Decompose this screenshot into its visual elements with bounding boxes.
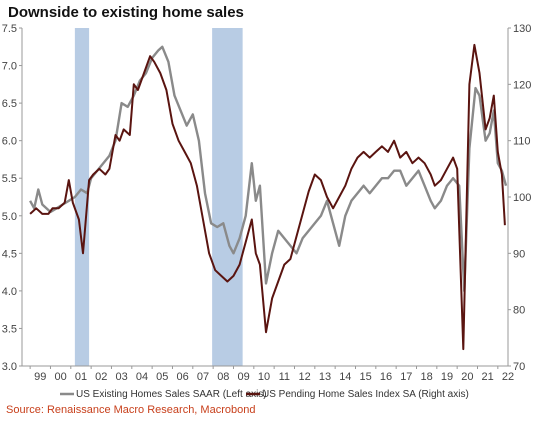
x-tick-label: 11 bbox=[279, 371, 290, 383]
x-tick-label: 02 bbox=[95, 371, 107, 383]
left-tick-label: 7.0 bbox=[2, 61, 17, 73]
x-tick-label: 10 bbox=[258, 371, 270, 383]
series-layer bbox=[29, 43, 508, 351]
right-tick-label: 120 bbox=[513, 79, 531, 91]
right-tick-label: 90 bbox=[513, 248, 525, 260]
x-tick-label: 05 bbox=[156, 371, 168, 383]
x-tick-label: 12 bbox=[299, 371, 311, 383]
right-tick-label: 80 bbox=[513, 305, 525, 317]
x-tick-label: 22 bbox=[502, 371, 514, 383]
legend-label: US Existing Homes Sales SAAR (Left axis) bbox=[76, 389, 267, 400]
x-tick-label: 16 bbox=[380, 371, 392, 383]
x-tick-label: 01 bbox=[75, 371, 87, 383]
x-tick-label: 06 bbox=[177, 371, 189, 383]
left-tick-label: 6.0 bbox=[2, 136, 17, 148]
x-tick-label: 19 bbox=[441, 371, 453, 383]
x-tick-label: 04 bbox=[136, 371, 148, 383]
x-tick-label: 09 bbox=[238, 371, 250, 383]
left-tick-label: 3.5 bbox=[2, 323, 17, 335]
legend-label: US Pending Home Sales Index SA (Right ax… bbox=[262, 389, 469, 400]
right-tick-label: 130 bbox=[513, 23, 531, 35]
chart-title: Downside to existing home sales bbox=[8, 4, 244, 21]
right-tick-label: 100 bbox=[513, 192, 531, 204]
recession-shading-layer bbox=[74, 28, 243, 366]
right-tick-label: 70 bbox=[513, 361, 525, 373]
x-tick-label: 08 bbox=[217, 371, 229, 383]
x-tick-label: 07 bbox=[197, 371, 209, 383]
x-tick-label: 21 bbox=[482, 371, 494, 383]
axes-layer: 3.03.54.04.55.05.56.06.57.07.57080901001… bbox=[2, 23, 532, 383]
recession-band bbox=[74, 28, 90, 366]
left-tick-label: 7.5 bbox=[2, 23, 17, 35]
left-tick-label: 3.0 bbox=[2, 361, 17, 373]
x-tick-label: 15 bbox=[360, 371, 372, 383]
recession-band bbox=[212, 28, 243, 366]
x-tick-label: 14 bbox=[339, 371, 351, 383]
series-line-existing-home-sales bbox=[29, 45, 508, 293]
left-tick-label: 4.0 bbox=[2, 286, 17, 298]
left-tick-label: 5.5 bbox=[2, 173, 17, 185]
left-tick-label: 4.5 bbox=[2, 248, 17, 260]
x-tick-label: 13 bbox=[319, 371, 331, 383]
left-tick-label: 5.0 bbox=[2, 211, 17, 223]
right-tick-label: 110 bbox=[513, 136, 531, 148]
legend: US Existing Homes Sales SAAR (Left axis)… bbox=[60, 389, 469, 400]
x-tick-label: 99 bbox=[34, 371, 46, 383]
x-tick-label: 20 bbox=[461, 371, 473, 383]
x-tick-label: 00 bbox=[55, 371, 67, 383]
series-line-pending-home-sales bbox=[29, 43, 506, 351]
chart-source: Source: Renaissance Macro Research, Macr… bbox=[6, 404, 256, 416]
x-tick-label: 17 bbox=[400, 371, 412, 383]
left-tick-label: 6.5 bbox=[2, 98, 17, 110]
x-tick-label: 18 bbox=[421, 371, 433, 383]
x-tick-label: 03 bbox=[116, 371, 128, 383]
